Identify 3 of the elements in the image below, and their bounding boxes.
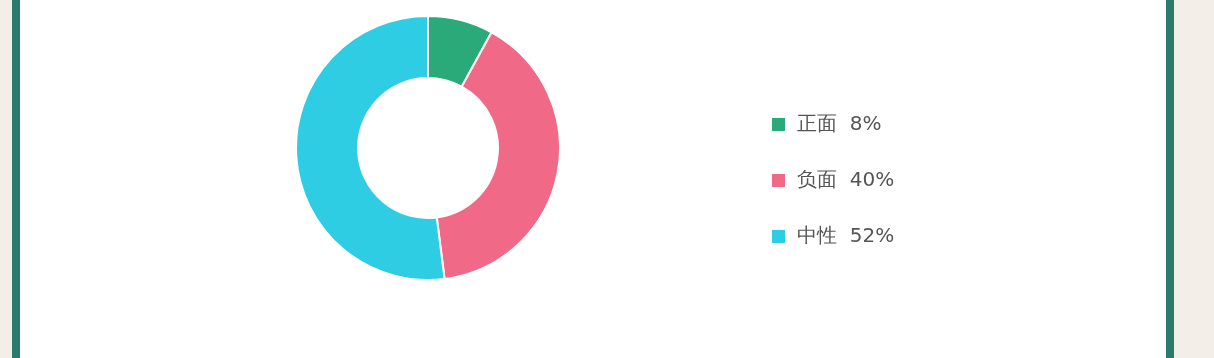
legend-label: 正面 8%	[797, 111, 882, 136]
legend-label: 负面 40%	[797, 167, 895, 192]
legend-label: 中性 52%	[797, 223, 895, 248]
